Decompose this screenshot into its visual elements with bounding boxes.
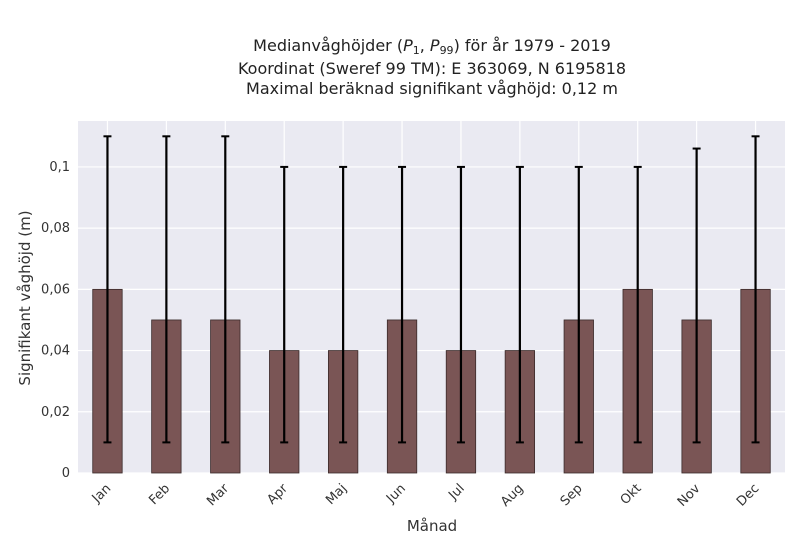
title-suffix: ) för år 1979 - 2019 xyxy=(454,36,611,55)
title-p99-base: P xyxy=(430,36,440,55)
x-tick-label-okt: Okt xyxy=(618,481,645,508)
x-tick-label-feb: Feb xyxy=(146,481,173,508)
error-bar-sep xyxy=(574,165,583,444)
x-tick-label-apr: Apr xyxy=(265,481,292,508)
x-tick-label-aug: Aug xyxy=(498,481,527,510)
error-bar-aug xyxy=(515,165,524,444)
error-bar-mar xyxy=(221,135,230,444)
x-tick-label-maj: Maj xyxy=(323,481,350,508)
error-bar-nov xyxy=(692,147,701,444)
y-tick-label: 0,06 xyxy=(41,282,70,297)
title-sep: , xyxy=(420,36,430,55)
y-tick-labels: 0 0,02 0,04 0,06 0,08 0,1 xyxy=(41,160,70,481)
error-bars xyxy=(103,135,760,444)
y-axis-label: Signifikant våghöjd (m) xyxy=(16,210,34,385)
y-tick-label: 0,02 xyxy=(41,405,70,420)
error-bar-okt xyxy=(633,165,642,444)
plot-area xyxy=(78,121,785,473)
x-tick-label-sep: Sep xyxy=(558,481,586,509)
title-p1-sub: 1 xyxy=(413,44,420,57)
x-tick-label-mar: Mar xyxy=(204,481,232,509)
x-tick-label-jan: Jan xyxy=(89,481,114,506)
error-bar-jul xyxy=(456,165,465,444)
y-tick-label: 0,08 xyxy=(41,221,70,236)
error-bar-dec xyxy=(751,135,760,444)
error-bar-apr xyxy=(280,165,289,444)
chart-title-line-1: Medianvåghöjder (P1, P99) för år 1979 - … xyxy=(253,36,611,57)
error-bar-jan xyxy=(103,135,112,444)
chart-title-line-3: Maximal beräknad signifikant våghöjd: 0,… xyxy=(246,79,618,98)
x-tick-labels: Jan Feb Mar Apr Maj Jun Jul Aug Sep Okt Nov Dec xyxy=(89,481,763,510)
error-bar-maj xyxy=(339,165,348,444)
y-tick-label: 0 xyxy=(62,466,70,481)
x-tick-label-jun: Jun xyxy=(383,481,409,507)
x-tick-label-nov: Nov xyxy=(675,481,704,510)
title-p99-sub: 99 xyxy=(440,44,454,57)
x-axis-label: Månad xyxy=(407,517,457,535)
chart-title-line-2: Koordinat (Sweref 99 TM): E 363069, N 61… xyxy=(238,59,626,78)
title-p1-base: P xyxy=(403,36,413,55)
error-bar-feb xyxy=(162,135,171,444)
title-prefix: Medianvåghöjder ( xyxy=(253,36,403,55)
error-bar-jun xyxy=(398,165,407,444)
x-tick-label-jul: Jul xyxy=(445,481,467,503)
x-tick-label-dec: Dec xyxy=(734,481,762,509)
y-tick-label: 0,04 xyxy=(41,344,70,359)
y-tick-label: 0,1 xyxy=(49,160,70,175)
